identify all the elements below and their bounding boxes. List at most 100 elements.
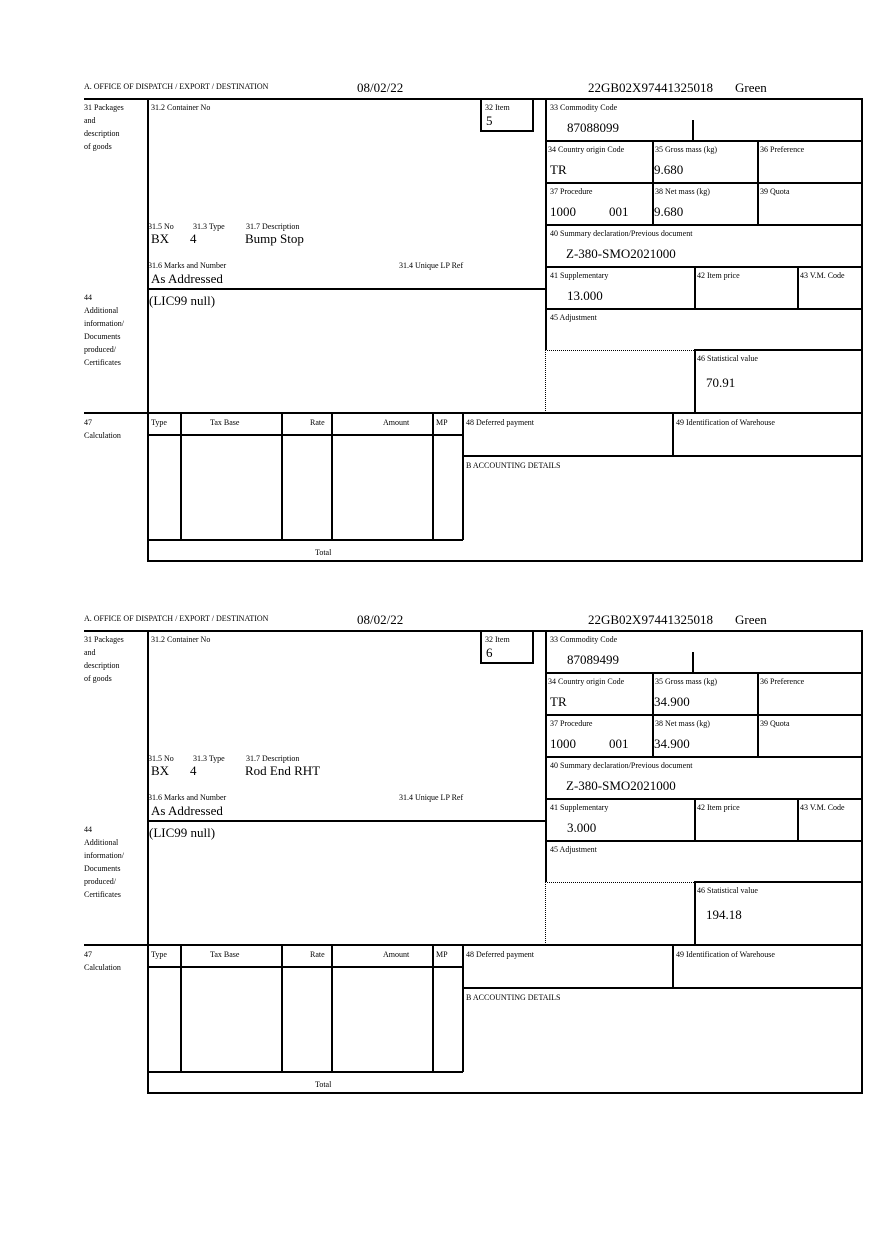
rule [84,98,863,100]
rule [545,308,862,310]
statistical-label: 46 Statistical value [697,886,758,895]
rule [331,944,333,1072]
rule [84,944,863,946]
packages-label: 31 Packages [84,103,124,112]
packages-label: 31 Packages [84,635,124,644]
marks-label: 31.6 Marks and Number [148,261,227,270]
vm-code-label: 43 V.M. Code [800,271,845,280]
summary-label: 40 Summary declaration/Previous document [550,229,693,238]
additional-info-label: Additional [84,838,119,847]
route-status: Green [735,612,767,627]
package-kind-value: BX [151,763,170,778]
package-count-value: 4 [190,763,197,778]
rule [147,560,863,562]
item-value: 6 [486,645,493,660]
rule [797,798,799,840]
rule [147,1071,463,1073]
additional-info-label: 44 [84,825,92,834]
summary-value: Z-380-SMO2021000 [566,778,676,793]
calculation-label: Calculation [84,431,121,440]
rule [84,412,863,414]
rule [462,944,464,1072]
rule [331,412,333,540]
rule [147,820,546,822]
no-label: 31.5 No [148,222,174,231]
calc-column-header: Amount [383,950,410,959]
calc-column-header: MP [436,418,448,427]
calc-column-header: Tax Base [210,418,240,427]
rule [84,630,863,632]
warehouse-label: 49 Identification of Warehouse [676,418,775,427]
calc-column-header: Rate [310,418,325,427]
quota-label: 39 Quota [760,187,790,196]
rule [545,140,862,142]
rule [180,412,182,540]
quota-label: 39 Quota [760,719,790,728]
preference-label: 36 Preference [760,145,805,154]
marks-label: 31.6 Marks and Number [148,793,227,802]
additional-info-label: 44 [84,293,92,302]
deferred-payment-label: 48 Deferred payment [466,418,534,427]
packages-label: of goods [84,142,112,151]
package-kind-value: BX [151,231,170,246]
packages-label: and [84,648,96,657]
rule [545,840,862,842]
description-value: Bump Stop [245,231,304,246]
rule [480,98,482,131]
deferred-payment-label: 48 Deferred payment [466,950,534,959]
declaration-date: 08/02/22 [357,80,404,95]
statistical-value: 70.91 [706,375,736,390]
calc-column-header: MP [436,950,448,959]
rule [281,944,283,1072]
commodity-value: 87089499 [567,652,619,667]
rule [147,1092,863,1094]
commodity-label: 33 Commodity Code [550,635,618,644]
rule [652,140,654,224]
item-label: 32 Item [485,635,510,644]
procedure-value: 1000 [550,204,576,219]
rule [694,349,696,413]
rule [147,966,463,968]
unique-ref-label: 31.4 Unique LP Ref [399,793,464,802]
preference-label: 36 Preference [760,677,805,686]
packages-label: of goods [84,674,112,683]
gross-mass-label: 35 Gross mass (kg) [655,677,717,686]
rule [692,652,694,673]
commodity-label: 33 Commodity Code [550,103,618,112]
item-price-label: 42 Item price [697,271,740,280]
additional-info-value: (LIC99 null) [149,825,216,840]
origin-label: 34 Country origin Code [548,145,625,154]
statistical-value: 194.18 [706,907,742,922]
rule [694,798,696,840]
declaration-reference: 22GB02X97441325018 [588,80,713,95]
supplementary-value: 13.000 [567,288,603,303]
statistical-label: 46 Statistical value [697,354,758,363]
package-count-value: 4 [190,231,197,246]
rule [861,98,863,561]
procedure-label: 37 Procedure [550,187,593,196]
unique-ref-label: 31.4 Unique LP Ref [399,261,464,270]
rule [694,349,862,351]
procedure-label: 37 Procedure [550,719,593,728]
additional-info-label: information/ [84,319,124,328]
additional-info-label: Certificates [84,890,121,899]
additional-info-label: produced/ [84,345,116,354]
additional-info-label: Additional [84,306,119,315]
additional-info-label: produced/ [84,877,116,886]
rule [545,224,862,226]
summary-value: Z-380-SMO2021000 [566,246,676,261]
calculation-label: Calculation [84,963,121,972]
calculation-label: 47 [84,950,92,959]
item-value: 5 [486,113,493,128]
rule [147,630,149,1093]
rule [147,434,463,436]
item-price-label: 42 Item price [697,803,740,812]
rule [692,120,694,141]
declaration-item-form: A. OFFICE OF DISPATCH / EXPORT / DESTINA… [0,612,882,1094]
declaration-date: 08/02/22 [357,612,404,627]
additional-info-label: information/ [84,851,124,860]
rule [147,539,463,541]
declaration-item-form: A. OFFICE OF DISPATCH / EXPORT / DESTINA… [0,80,882,562]
office-label: A. OFFICE OF DISPATCH / EXPORT / DESTINA… [84,82,269,91]
